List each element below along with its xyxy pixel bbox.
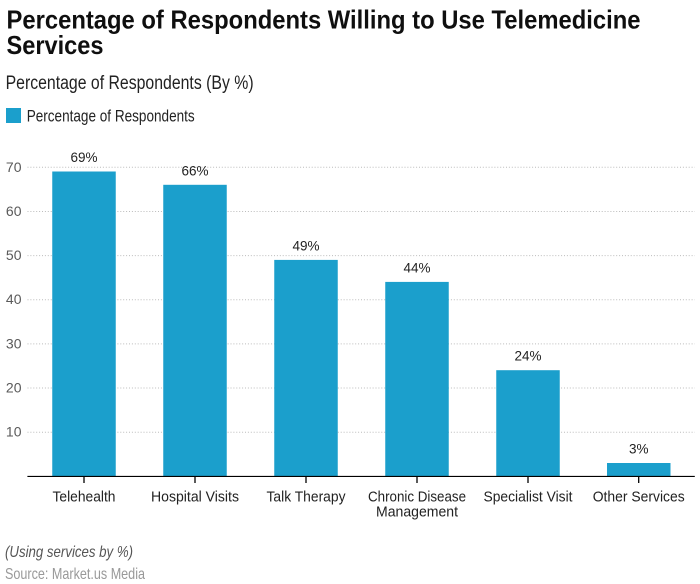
svg-text:Percentage of Respondents: Percentage of Respondents <box>27 107 195 125</box>
svg-text:20: 20 <box>6 380 22 396</box>
svg-text:(Using services by %): (Using services by %) <box>5 544 133 561</box>
svg-text:Specialist Visit: Specialist Visit <box>484 489 574 506</box>
svg-text:Talk Therapy: Talk Therapy <box>267 489 346 506</box>
svg-text:Telehealth: Telehealth <box>53 489 116 506</box>
svg-text:60: 60 <box>6 203 22 219</box>
svg-text:49%: 49% <box>292 238 319 253</box>
svg-text:66%: 66% <box>181 163 208 178</box>
svg-text:Percentage of Respondents (By: Percentage of Respondents (By %) <box>6 73 254 94</box>
svg-text:24%: 24% <box>514 349 541 364</box>
svg-text:Other Services: Other Services <box>593 489 685 506</box>
svg-text:Hospital Visits: Hospital Visits <box>151 489 239 506</box>
svg-text:10: 10 <box>6 424 22 440</box>
svg-text:Management: Management <box>376 504 459 521</box>
svg-text:69%: 69% <box>70 150 97 165</box>
svg-text:70: 70 <box>6 159 22 175</box>
svg-text:3%: 3% <box>629 442 649 457</box>
svg-text:40: 40 <box>6 291 22 307</box>
svg-text:30: 30 <box>6 335 22 351</box>
svg-text:Services: Services <box>7 30 104 60</box>
svg-text:Source: Market.us Media: Source: Market.us Media <box>5 566 145 583</box>
svg-text:44%: 44% <box>403 260 430 275</box>
svg-text:Chronic Disease: Chronic Disease <box>368 489 466 506</box>
svg-text:Percentage of Respondents Will: Percentage of Respondents Willing to Use… <box>7 5 641 35</box>
svg-text:50: 50 <box>6 247 22 263</box>
